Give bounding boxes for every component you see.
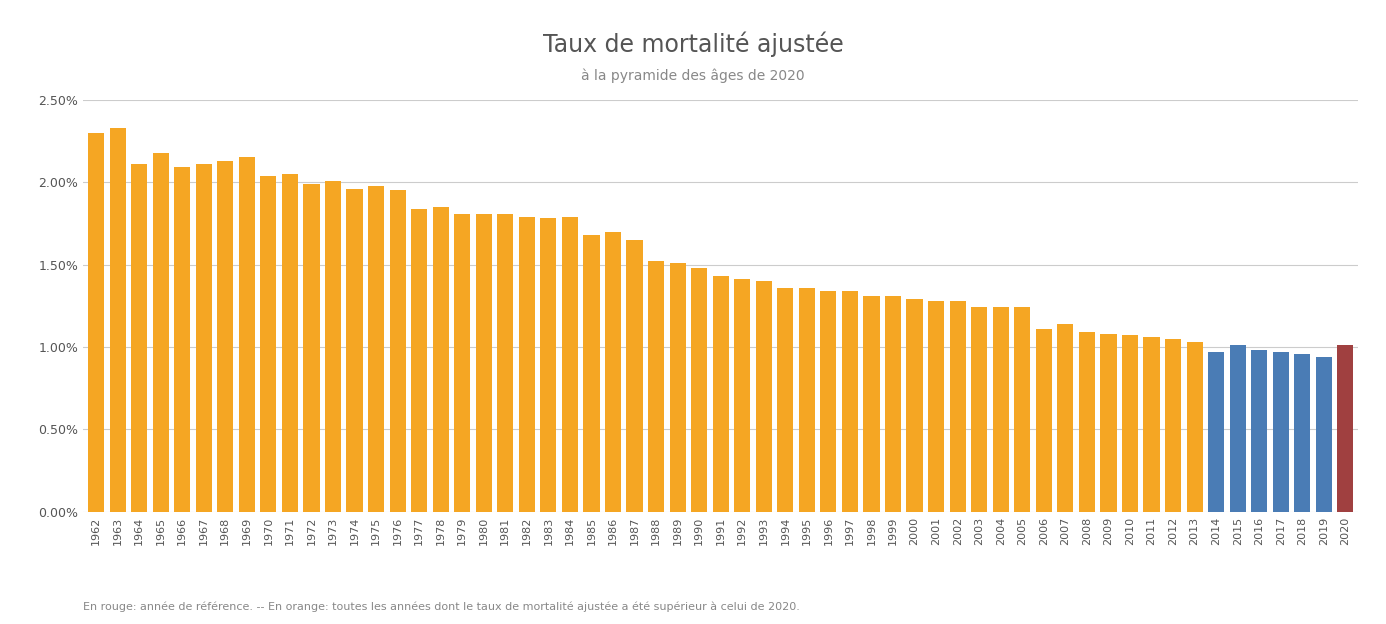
Bar [561,217,578,512]
Bar [518,217,535,512]
Bar [475,213,492,512]
Bar [432,207,449,512]
Bar [281,174,298,512]
Bar [132,164,147,512]
Text: Taux de mortalité ajustée: Taux de mortalité ajustée [543,31,843,57]
Bar [778,288,793,512]
Bar [238,157,255,512]
Bar [87,133,104,512]
Bar [929,301,944,512]
Bar [906,299,923,512]
Bar [498,213,513,512]
Bar [175,167,190,512]
Bar [1015,308,1030,512]
Bar [604,232,621,512]
Text: à la pyramide des âges de 2020: à la pyramide des âges de 2020 [581,69,805,83]
Bar [863,296,880,512]
Bar [1035,329,1052,512]
Bar [1100,334,1117,512]
Bar [992,308,1009,512]
Bar [584,235,600,512]
Bar [712,276,729,512]
Bar [1186,342,1203,512]
Bar [369,185,384,512]
Bar [389,190,406,512]
Text: En rouge: année de référence. -- En orange: toutes les années dont le taux de mo: En rouge: année de référence. -- En oran… [83,601,800,612]
Bar [884,296,901,512]
Bar [541,218,557,512]
Bar [649,261,664,512]
Bar [755,281,772,512]
Bar [1252,350,1267,512]
Bar [1121,336,1138,512]
Bar [626,240,643,512]
Bar [798,288,815,512]
Bar [324,180,341,512]
Bar [152,152,169,512]
Bar [1209,352,1224,512]
Bar [669,263,686,512]
Bar [455,213,470,512]
Bar [1295,354,1310,512]
Bar [821,291,837,512]
Bar [218,161,233,512]
Bar [972,308,987,512]
Bar [304,184,320,512]
Bar [841,291,858,512]
Bar [692,268,707,512]
Bar [346,189,363,512]
Bar [735,280,750,512]
Bar [1337,345,1354,512]
Bar [1058,324,1073,512]
Bar [195,164,212,512]
Bar [1315,357,1332,512]
Bar [412,208,427,512]
Bar [1229,345,1246,512]
Bar [1078,332,1095,512]
Bar [1143,337,1160,512]
Bar [1272,352,1289,512]
Bar [1166,339,1181,512]
Bar [261,175,276,512]
Bar [109,128,126,512]
Bar [949,301,966,512]
